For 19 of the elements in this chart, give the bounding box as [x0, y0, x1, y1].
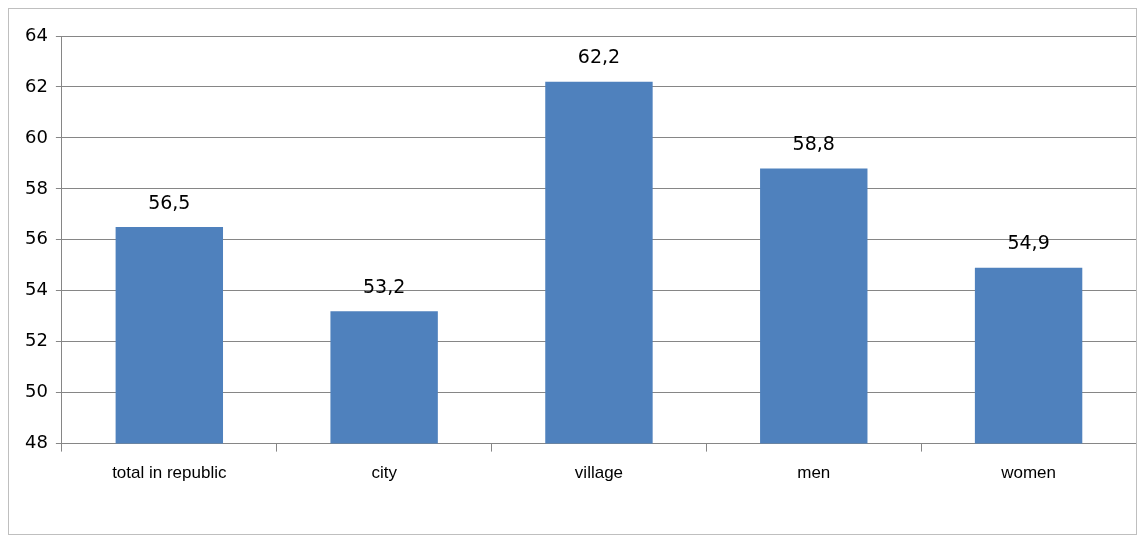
data-label: 54,9 [1007, 231, 1050, 254]
y-tick-label: 50 [25, 380, 48, 402]
y-tick-label: 54 [25, 278, 48, 300]
x-tick-label: women [1000, 463, 1056, 483]
y-tick-label: 56 [25, 227, 48, 249]
y-tick-label: 64 [25, 23, 48, 45]
x-tick-label: village [574, 463, 624, 483]
y-tick-label: 62 [25, 74, 48, 96]
data-label: 53,2 [362, 274, 406, 297]
data-label: 56,5 [148, 190, 191, 213]
data-label: 58,8 [792, 131, 835, 154]
x-tick-label: city [371, 463, 398, 483]
y-tick-label: 58 [25, 176, 48, 198]
data-label: 62,2 [577, 45, 621, 68]
y-tick-label: 60 [25, 125, 48, 147]
y-tick-label: 48 [25, 431, 48, 453]
y-tick-label: 52 [25, 329, 48, 351]
x-tick-label: total in republic [112, 463, 227, 483]
x-tick-label: men [797, 463, 831, 483]
